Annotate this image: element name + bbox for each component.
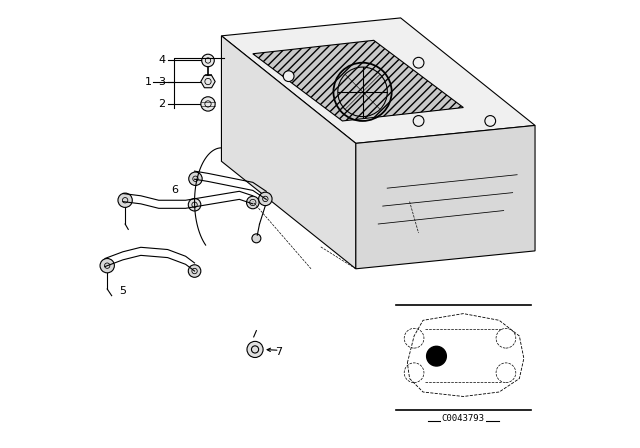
Text: 3: 3 — [159, 77, 165, 86]
Polygon shape — [221, 36, 356, 269]
Text: 5: 5 — [120, 286, 126, 296]
Text: C0043793: C0043793 — [442, 414, 485, 423]
Circle shape — [100, 258, 115, 273]
Circle shape — [413, 116, 424, 126]
Circle shape — [188, 198, 201, 211]
Polygon shape — [253, 40, 463, 121]
Circle shape — [247, 341, 263, 358]
Text: 2: 2 — [158, 99, 165, 109]
Text: 1: 1 — [145, 77, 152, 86]
Circle shape — [427, 346, 446, 366]
Circle shape — [413, 57, 424, 68]
Circle shape — [485, 116, 495, 126]
Text: 4: 4 — [158, 56, 165, 65]
Circle shape — [246, 196, 259, 209]
Circle shape — [189, 172, 202, 185]
Polygon shape — [221, 18, 535, 143]
Circle shape — [201, 97, 215, 111]
Circle shape — [188, 265, 201, 277]
Circle shape — [202, 54, 214, 67]
Circle shape — [259, 192, 272, 206]
Text: 7: 7 — [275, 347, 282, 357]
Text: 6: 6 — [171, 185, 178, 195]
Circle shape — [118, 193, 132, 207]
Circle shape — [252, 234, 261, 243]
Polygon shape — [201, 75, 215, 88]
Polygon shape — [356, 125, 535, 269]
Circle shape — [284, 71, 294, 82]
